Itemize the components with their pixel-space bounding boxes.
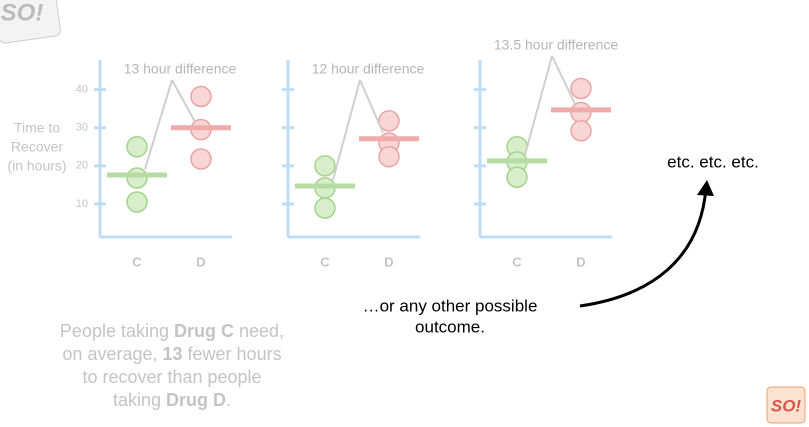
y-tick-label: 40 (76, 84, 88, 96)
caption-part: Drug D (166, 390, 226, 410)
annotation-arrow (551, 55, 576, 105)
point (314, 197, 336, 219)
point (190, 85, 212, 108)
logo-text: SO! (771, 396, 802, 415)
point (378, 110, 400, 132)
point (314, 155, 336, 177)
caption-part: on average, (62, 344, 162, 364)
x-tick-label: D (384, 254, 393, 269)
annotation: 13 hour difference (124, 61, 237, 77)
caption-part: need, (234, 321, 284, 341)
point (570, 77, 592, 100)
y-tick-label: 20 (76, 160, 88, 172)
x-tick-label: D (196, 254, 205, 269)
y-tick-label: 10 (76, 198, 88, 210)
x-tick-label: D (576, 254, 585, 269)
point (570, 120, 592, 142)
y-axis-label: Time to (14, 120, 60, 136)
outcome-text: outcome. (415, 317, 485, 336)
caption-part: taking (113, 390, 166, 410)
annotation-arrow (171, 79, 196, 123)
annotation-arrow (144, 79, 173, 170)
x-tick-label: C (320, 254, 330, 269)
caption-line: taking Drug D. (113, 390, 231, 410)
annotation-arrow (332, 79, 361, 181)
logo-bottom: SO! (766, 386, 806, 424)
outcome-text: …or any other possible (363, 296, 538, 315)
caption-line: People taking Drug C need, (60, 321, 284, 341)
x-tick-label: C (512, 254, 522, 269)
caption-part: fewer hours (183, 344, 282, 364)
y-axis-label: (in hours) (7, 158, 66, 174)
point (126, 136, 148, 158)
logo-text: SO! (1, 0, 44, 26)
point (506, 166, 528, 189)
caption-part: . (226, 390, 231, 410)
y-axis-label: Recover (11, 139, 63, 155)
arrow (579, 187, 708, 308)
caption-line: to recover than people (82, 367, 261, 387)
caption: People taking Drug C need, on average, 1… (60, 321, 284, 410)
arrow-head (697, 180, 714, 196)
point (378, 145, 400, 168)
point (126, 191, 148, 213)
caption-part: 13 (163, 344, 183, 364)
x-tick-label: C (132, 254, 142, 269)
caption-part: People taking (60, 321, 174, 341)
point (190, 148, 212, 170)
y-tick-label: 30 (76, 122, 88, 134)
annotation-arrow (524, 55, 553, 156)
annotation: 12 hour difference (312, 61, 425, 77)
point (126, 167, 148, 189)
caption-part: Drug C (174, 321, 234, 341)
logo-top: SO! (0, 0, 61, 44)
caption-part: to recover than people (82, 367, 261, 387)
caption-line: on average, 13 fewer hours (62, 344, 281, 364)
etc-text: etc. etc. etc. (667, 152, 759, 171)
annotation: 13.5 hour difference (494, 37, 618, 53)
annotation-arrow (359, 79, 384, 134)
point (570, 101, 592, 124)
